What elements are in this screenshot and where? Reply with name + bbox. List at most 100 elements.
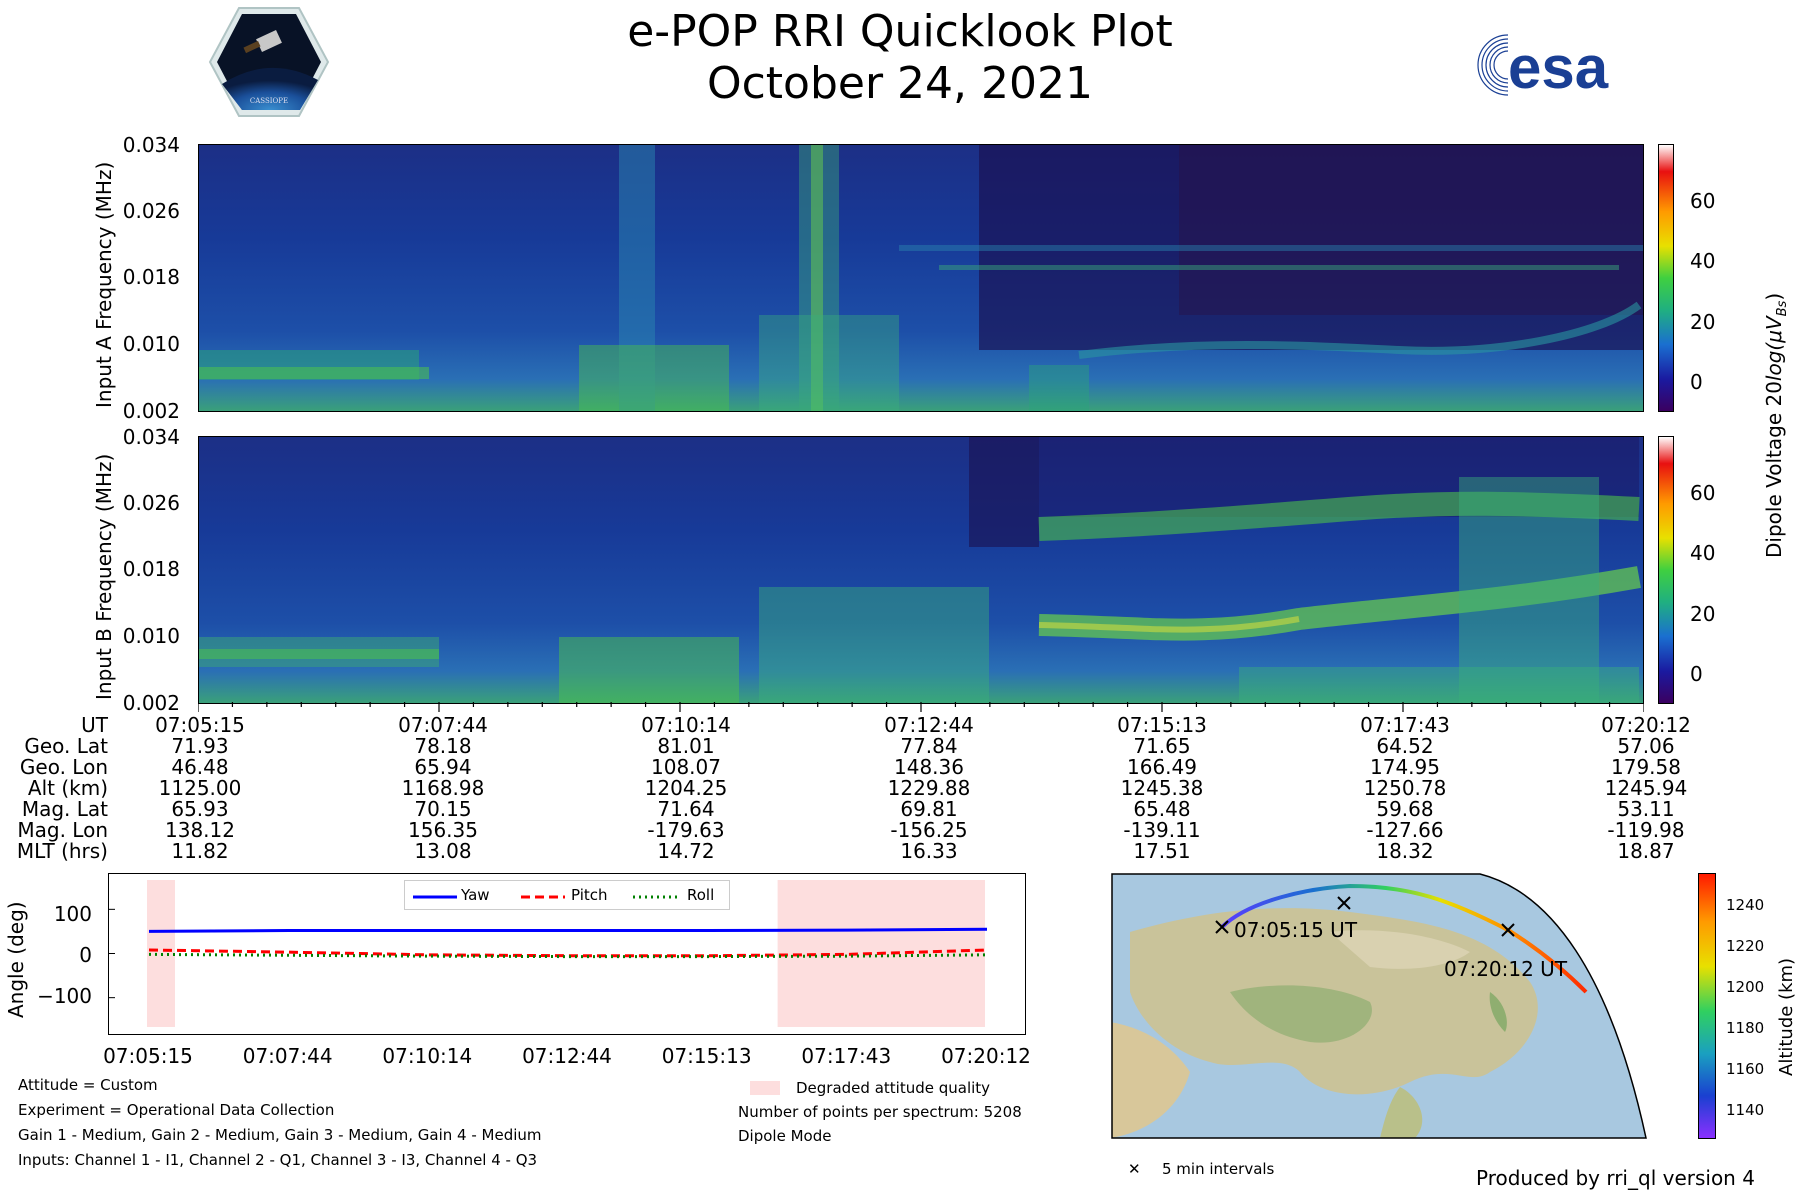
- colorbar-label-main: Dipole Voltage 20: [1762, 381, 1786, 558]
- table-cell: 77.84: [900, 734, 958, 758]
- table-cell: 17.51: [1133, 839, 1191, 863]
- esa-logo-text: esa: [1508, 34, 1609, 100]
- alt-tick-1220: 1220: [1726, 937, 1765, 955]
- alt-tick-1180: 1180: [1726, 1019, 1765, 1037]
- page-title: e-POP RRI Quicklook Plot: [627, 6, 1173, 57]
- table-cell: 70.15: [414, 797, 472, 821]
- orbit-map: 07:05:15 UT 07:20:12 UT: [1111, 873, 1647, 1139]
- ytick-a-0.034: 0.034: [122, 133, 180, 157]
- table-row-label: UT: [81, 713, 108, 737]
- table-cell: 108.07: [651, 755, 721, 779]
- ytick-a-0.026: 0.026: [122, 199, 180, 223]
- table-cell: 81.01: [657, 734, 715, 758]
- cbar-b-tick-40: 40: [1690, 541, 1716, 565]
- legend-pitch-swatch: [521, 895, 565, 899]
- table-cell: 148.36: [894, 755, 964, 779]
- alt-tick-1240: 1240: [1726, 896, 1765, 914]
- map-end-label: 07:20:12 UT: [1444, 957, 1568, 981]
- colorbar-label: Dipole Voltage 20log(μVBs): [1762, 293, 1790, 558]
- attitude-xtick-label: 07:05:15: [103, 1044, 193, 1068]
- ylabel-input-a: Input A Frequency (MHz): [92, 161, 116, 408]
- table-cell: 156.35: [408, 818, 478, 842]
- attitude-xticks: 07:05:15 07:07:44 07:10:14 07:12:44 07:15:13…: [0, 1044, 1100, 1068]
- table-row-label: MLT (hrs): [16, 839, 108, 863]
- note-inputs: Inputs: Channel 1 - I1, Channel 2 - Q1, …: [18, 1151, 538, 1169]
- table-cell: -119.98: [1607, 818, 1685, 842]
- colorbar-label-close: ): [1762, 292, 1786, 301]
- note-experiment: Experiment = Operational Data Collection: [18, 1101, 335, 1119]
- table-cell: 174.95: [1370, 755, 1440, 779]
- table-cell: 18.32: [1376, 839, 1434, 863]
- table-cell: 1245.38: [1120, 776, 1204, 800]
- table-cell: 138.12: [165, 818, 235, 842]
- series-yaw: [148, 927, 988, 933]
- table-cell: 71.93: [171, 734, 229, 758]
- attitude-legend: Yaw Pitch Roll: [404, 880, 730, 910]
- interval-label: 5 min intervals: [1162, 1160, 1275, 1178]
- table-cell: 1204.25: [644, 776, 728, 800]
- attitude-xtick-label: 07:10:14: [382, 1044, 473, 1068]
- legend-roll-swatch: [633, 895, 677, 899]
- table-cell: 69.81: [900, 797, 958, 821]
- table-row-label: Geo. Lon: [19, 755, 108, 779]
- table-cell: 1250.78: [1363, 776, 1447, 800]
- degraded-swatch: [750, 1081, 780, 1095]
- table-row-label: Mag. Lat: [21, 797, 108, 821]
- attitude-xtick-label: 07:07:44: [242, 1044, 333, 1068]
- table-row-label: Alt (km): [27, 776, 108, 800]
- table-cell: 64.52: [1376, 734, 1434, 758]
- table-cell: 53.11: [1617, 797, 1675, 821]
- table-cell: 65.48: [1133, 797, 1191, 821]
- table-cell: -139.11: [1123, 818, 1201, 842]
- spectrogram-xticks: [198, 702, 1644, 712]
- altitude-label: Altitude (km): [1776, 957, 1797, 1076]
- map-frame: [1111, 873, 1647, 1139]
- ytick-b-0.018: 0.018: [122, 557, 180, 581]
- spectrogram-b-overlay: [199, 437, 1641, 703]
- page-subtitle: October 24, 2021: [706, 58, 1093, 109]
- table-cell: 13.08: [414, 839, 472, 863]
- ytick-att-0: 0: [79, 943, 92, 967]
- cbar-b-tick-60: 60: [1690, 481, 1716, 505]
- cassiope-logo: CASSIOPE: [208, 7, 330, 117]
- table-cell: 16.33: [900, 839, 958, 863]
- table-cell: 65.94: [414, 755, 472, 779]
- legend-pitch: Pitch: [571, 886, 608, 904]
- table-cell: 1229.88: [887, 776, 971, 800]
- ytick-a-0.018: 0.018: [122, 265, 180, 289]
- legend-yaw: Yaw: [461, 886, 490, 904]
- colorbar-label-log: log(μV: [1762, 316, 1786, 382]
- table-cell: -127.66: [1366, 818, 1444, 842]
- note-gains: Gain 1 - Medium, Gain 2 - Medium, Gain 3…: [18, 1126, 542, 1144]
- degraded-region: [147, 880, 175, 1027]
- colorbar-a: [1658, 144, 1674, 412]
- ytick-b-0.010: 0.010: [122, 624, 180, 648]
- ytick-att-100: 100: [53, 902, 92, 926]
- esa-logo: esa: [1477, 34, 1609, 100]
- cbar-a-tick-40: 40: [1690, 249, 1716, 273]
- table-cell: 179.58: [1611, 755, 1681, 779]
- spectrogram-input-b: [198, 436, 1644, 704]
- cbar-b-tick-0: 0: [1690, 662, 1703, 686]
- attitude-svg: [109, 880, 988, 1027]
- interval-markers: [1215, 896, 1515, 937]
- attitude-xtick-label: 07:20:12: [941, 1044, 1031, 1068]
- note-mode: Dipole Mode: [738, 1127, 832, 1145]
- cassiope-logo-text: CASSIOPE: [250, 97, 288, 105]
- alt-tick-1200: 1200: [1726, 978, 1765, 996]
- table-cell: 71.64: [657, 797, 715, 821]
- colorbar-label-sub: Bs: [1775, 300, 1790, 317]
- altitude-colorbar: [1698, 873, 1716, 1139]
- orbit-table: UT 07:05:15 07:07:44 07:10:14 07:12:44 07:15:…: [0, 715, 1800, 865]
- ytick-a-0.010: 0.010: [122, 332, 180, 356]
- table-cell: -179.63: [647, 818, 725, 842]
- cbar-a-tick-0: 0: [1690, 370, 1703, 394]
- alt-tick-1140: 1140: [1726, 1101, 1765, 1119]
- colorbar-b: [1658, 436, 1674, 704]
- alt-tick-1160: 1160: [1726, 1060, 1765, 1078]
- ytick-a-0.002: 0.002: [122, 399, 180, 423]
- spectrogram-input-a: [198, 144, 1644, 412]
- table-cell: 07:10:14: [641, 713, 731, 737]
- note-points: Number of points per spectrum: 5208: [738, 1103, 1022, 1121]
- ytick-b-0.002: 0.002: [122, 691, 180, 715]
